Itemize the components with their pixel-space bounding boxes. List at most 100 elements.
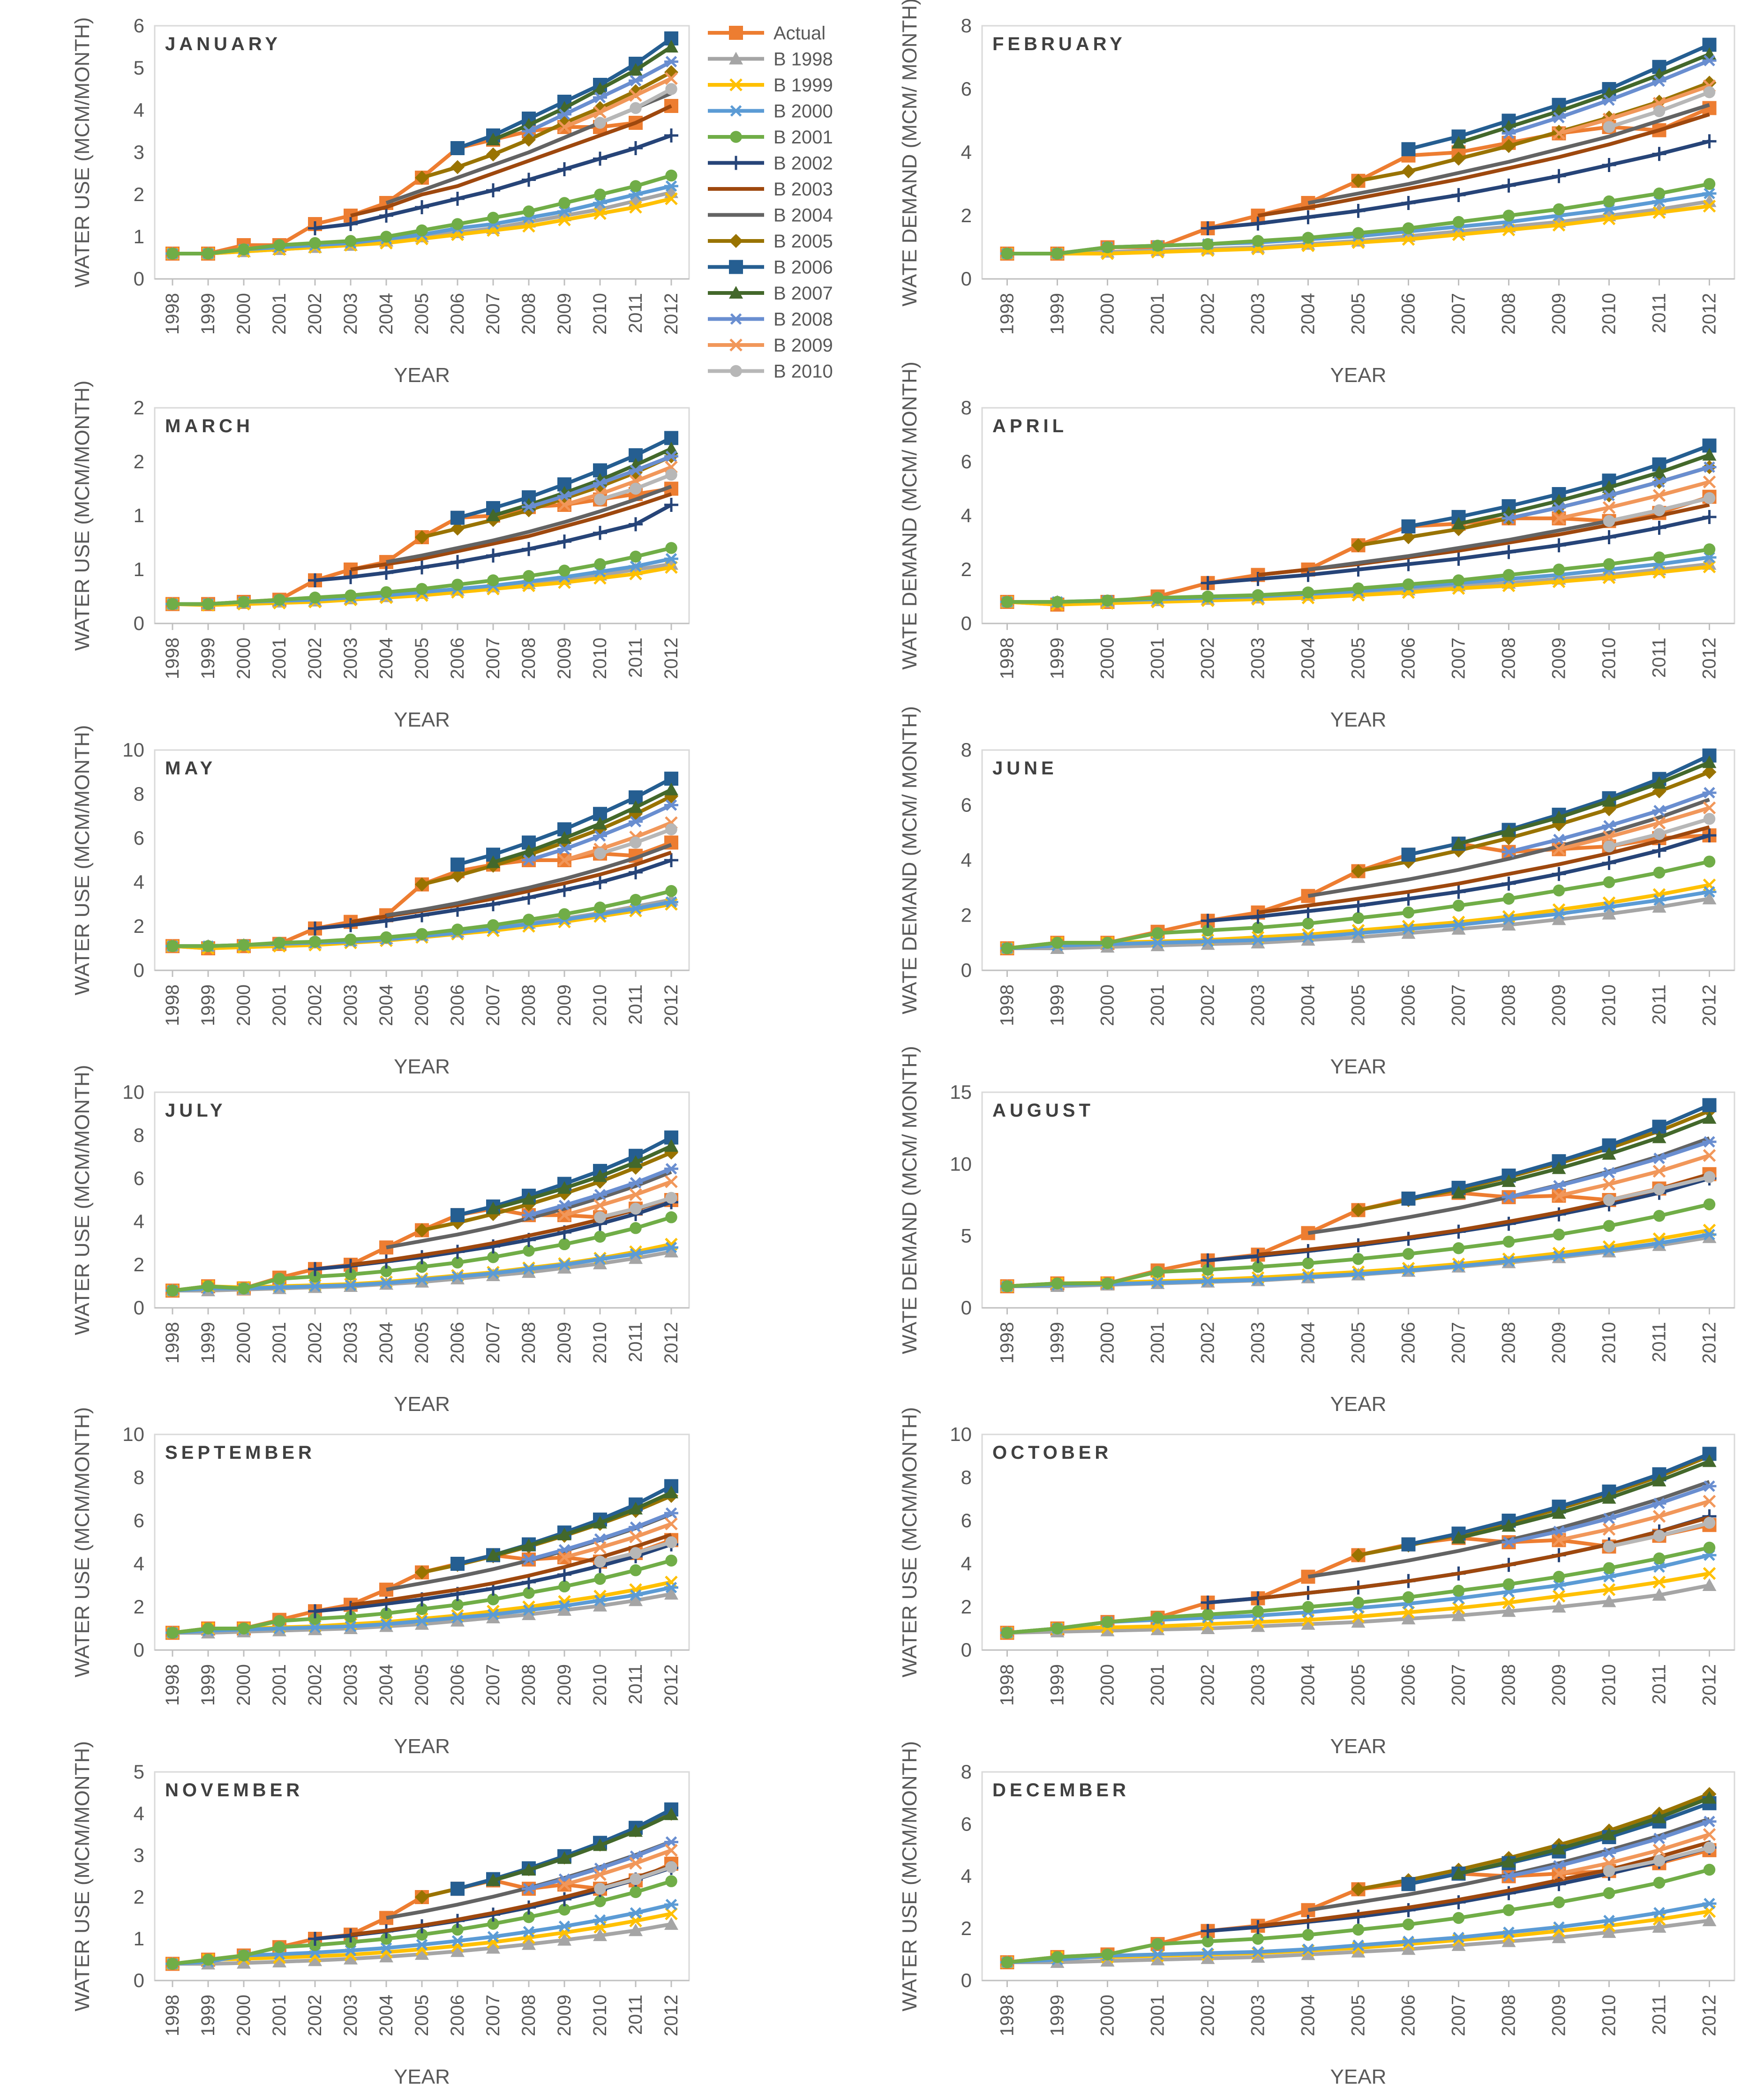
y-tick-label: 8 (961, 15, 972, 37)
data-point (629, 1593, 643, 1606)
chart-title: FEBRUARY (992, 34, 1126, 54)
data-point (1301, 1271, 1315, 1283)
legend-item-b-2010: B 2010 (708, 361, 833, 382)
data-point (1552, 218, 1566, 232)
data-point (1100, 1623, 1115, 1636)
data-point (1653, 1530, 1666, 1542)
series-b-2009 (1552, 1494, 1716, 1547)
series-b-2008 (522, 56, 678, 137)
data-point (1653, 1552, 1666, 1565)
series-line (421, 454, 672, 539)
x-tick-label: 1999 (198, 293, 218, 335)
data-point (1201, 914, 1215, 928)
series-b-2009 (1552, 801, 1716, 856)
x-tick-label: 2009 (554, 638, 575, 679)
x-tick-label: 2009 (554, 1664, 575, 1706)
data-point (416, 928, 428, 940)
x-tick-label: 2008 (518, 1322, 539, 1364)
data-point (379, 565, 393, 580)
data-point (1502, 1904, 1515, 1916)
data-point (522, 1937, 536, 1950)
data-point (1401, 530, 1416, 544)
x-tick-label: 2000 (1097, 1995, 1118, 2036)
data-point (416, 1261, 428, 1273)
series-line (563, 1848, 672, 1887)
x-tick-label: 2003 (1248, 1322, 1269, 1364)
data-point (1552, 169, 1566, 183)
data-point (450, 160, 465, 174)
x-tick-label: 1999 (1047, 1664, 1068, 1706)
data-point (415, 530, 429, 544)
data-point (522, 1607, 536, 1621)
data-point (1301, 931, 1315, 943)
data-point (593, 1533, 607, 1545)
series-b-2008 (1501, 1480, 1717, 1548)
y-axis-title: WATER USE (MCM/MONTH) (71, 381, 94, 651)
x-tick-label: 2004 (1298, 984, 1319, 1026)
data-point (487, 1918, 499, 1930)
legend-label: B 2008 (773, 309, 833, 330)
x-tick-label: 2000 (1097, 984, 1118, 1026)
data-point (593, 1169, 607, 1182)
data-point (1702, 134, 1717, 149)
y-tick-label: 3 (134, 141, 144, 163)
x-tick-label: 2011 (625, 293, 646, 333)
series-b-2010 (1603, 492, 1716, 527)
x-tick-label: 2005 (1348, 638, 1369, 679)
data-point (1201, 1595, 1215, 1610)
series-b-2004 (1307, 1480, 1710, 1579)
data-point (1501, 512, 1516, 525)
data-point (1501, 1174, 1516, 1187)
y-tick-label: 2 (134, 450, 144, 473)
x-tick-label: 2000 (233, 1664, 254, 1706)
data-point (1051, 1622, 1064, 1635)
series-b-2008 (1501, 1136, 1717, 1203)
series-b-2001 (166, 542, 677, 610)
series-b-2001 (166, 885, 677, 953)
y-tick-label: 0 (134, 959, 144, 981)
data-point (1552, 1600, 1566, 1613)
data-point (450, 521, 465, 536)
chart-panel-january: 0 1 2 3 4 5 6 1998 1999 2000 2001 2002 2003 2004 2005 2… (71, 15, 690, 387)
legend-marker (729, 78, 743, 91)
data-point (1703, 1516, 1716, 1529)
data-point (522, 890, 536, 905)
x-tick-label: 1998 (997, 293, 1018, 335)
x-tick-label: 2005 (412, 293, 432, 335)
data-point (450, 1612, 465, 1624)
data-point (629, 1589, 643, 1601)
data-point (629, 1824, 643, 1837)
data-point (523, 1245, 535, 1257)
x-tick-label: 2008 (518, 1664, 539, 1706)
y-axis-title: WATER USE (MCM/MONTH) (71, 17, 94, 288)
data-point (594, 1555, 606, 1568)
data-point (1302, 917, 1314, 930)
data-point (1452, 1242, 1465, 1254)
legend-item-b-2001: B 2001 (708, 127, 833, 148)
data-point (379, 209, 393, 223)
x-tick-label: 2005 (412, 1995, 432, 2036)
chart-title: JANUARY (165, 34, 281, 54)
series-b-2001 (166, 1211, 677, 1297)
x-tick-label: 2005 (412, 1322, 432, 1364)
x-tick-label: 2004 (376, 1995, 397, 2036)
series-line (1458, 760, 1711, 846)
x-tick-label: 2007 (1449, 293, 1469, 335)
x-tick-label: 2003 (1248, 984, 1269, 1026)
series-b-2008 (1501, 787, 1717, 858)
legend-marker (729, 260, 743, 274)
y-tick-label: 8 (134, 1466, 144, 1488)
data-point (522, 1192, 536, 1205)
series-line (1307, 1480, 1710, 1579)
data-point (1451, 885, 1466, 899)
x-tick-label: 2004 (1298, 1322, 1319, 1364)
data-point (1201, 1951, 1215, 1964)
x-tick-label: 2003 (1248, 293, 1269, 335)
data-point (344, 1621, 358, 1632)
x-tick-label: 2002 (305, 1664, 325, 1706)
series-line (1358, 1792, 1710, 1891)
x-tick-label: 1999 (1047, 1322, 1068, 1364)
data-point (593, 1868, 607, 1881)
data-point (1703, 1149, 1716, 1162)
x-tick-label: 2010 (1599, 638, 1620, 679)
